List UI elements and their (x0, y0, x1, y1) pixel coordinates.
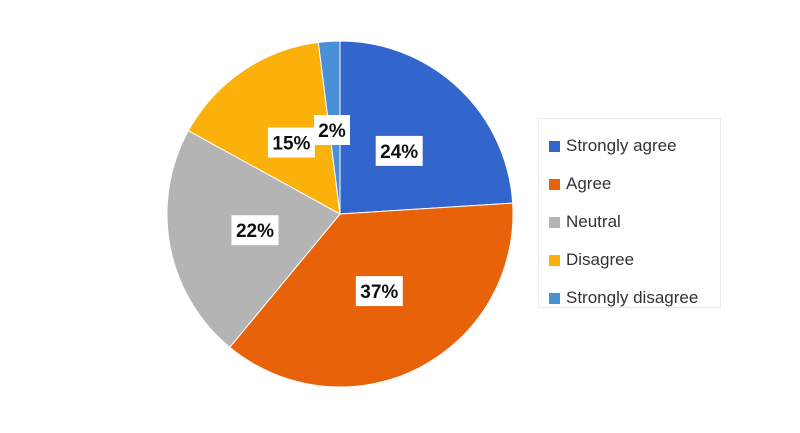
data-label-box-disagree (267, 127, 315, 158)
legend-item-strongly-agree: Strongly agree (549, 127, 720, 165)
legend-item-agree: Agree (549, 165, 720, 203)
data-label-box-neutral (231, 215, 279, 246)
data-label-agree: 37% (355, 276, 403, 307)
legend-item-neutral: Neutral (549, 203, 720, 241)
data-label-strongly-disagree: 2% (314, 115, 350, 145)
legend-label-disagree: Disagree (566, 250, 635, 269)
legend-label-agree: Agree (566, 174, 612, 193)
pie-slice-disagree (187, 41, 341, 215)
data-label-text-neutral: 22% (236, 221, 274, 242)
data-label-text-agree: 37% (360, 282, 398, 303)
data-label-neutral: 22% (231, 215, 279, 246)
legend-label-strongly-agree: Strongly agree (566, 136, 677, 155)
pie-slice-strongly-agree (339, 40, 514, 215)
legend-label-neutral: Neutral (566, 212, 621, 231)
legend-swatch-strongly-agree (549, 140, 560, 152)
data-label-text-strongly-disagree: 2% (318, 121, 346, 142)
data-label-box-strongly-agree (375, 135, 423, 166)
data-label-box-strongly-disagree (314, 115, 350, 145)
legend-label-strongly-disagree: Strongly disagree (566, 288, 699, 307)
legend-swatch-agree (549, 178, 560, 190)
data-label-text-disagree: 15% (272, 134, 310, 155)
legend-item-strongly-disagree: Strongly disagree (549, 279, 720, 317)
legend-item-disagree: Disagree (549, 241, 720, 279)
data-label-strongly-agree: 24% (375, 135, 423, 166)
data-label-box-agree (355, 276, 403, 307)
legend-swatch-disagree (549, 254, 560, 266)
legend: Strongly agree Agree Neutral Disagree St… (538, 118, 721, 308)
data-labels: 24% 37% 22% 15% 2% (231, 115, 423, 307)
legend-swatch-neutral (549, 216, 560, 228)
data-label-disagree: 15% (267, 127, 315, 158)
pie-slices (166, 40, 514, 388)
legend-swatch-strongly-disagree (549, 292, 560, 304)
data-label-text-strongly-agree: 24% (380, 142, 418, 163)
